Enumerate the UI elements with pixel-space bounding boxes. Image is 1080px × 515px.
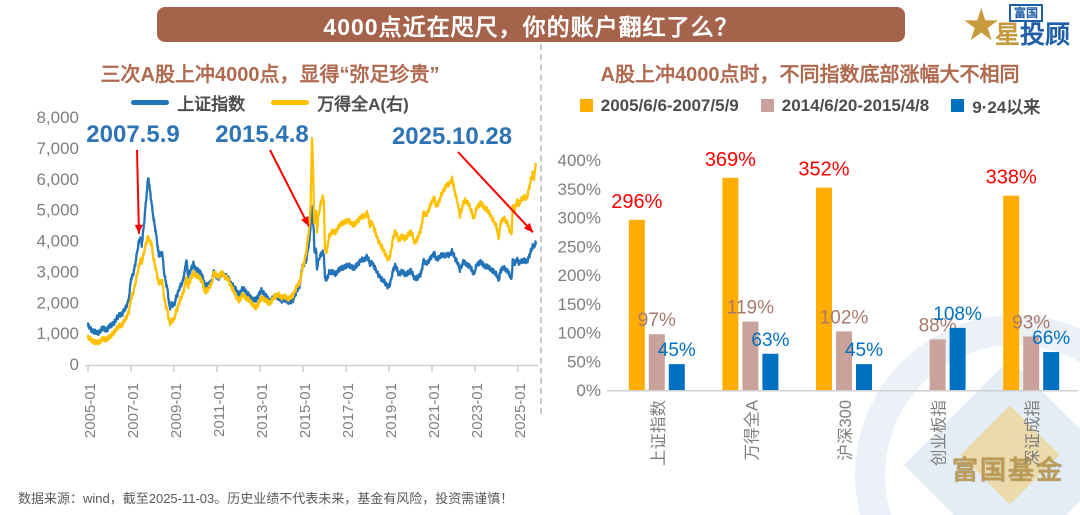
series-line-1 — [86, 137, 537, 346]
x-tick-label: 2017-01 — [340, 383, 357, 438]
x-tick-label: 2005-01 — [82, 383, 99, 438]
bar — [816, 187, 832, 390]
legend-label: 上证指数 — [177, 95, 246, 114]
bar — [628, 219, 645, 390]
bar-value-label: 296% — [611, 191, 662, 213]
y-tick-label: 100% — [558, 324, 601, 343]
right-chart-title: A股上冲4000点时，不同指数底部涨幅大不相同 — [600, 64, 1020, 86]
square-swatch-blue — [951, 99, 965, 112]
line-swatch-yellow — [271, 100, 310, 105]
source-note: 数据来源：wind，截至2025-11-03。历史业绩不代表未来，基金有风险，投… — [18, 491, 514, 506]
y-tick-label: 6,000 — [36, 170, 79, 189]
bar — [762, 353, 779, 390]
category-label: 万得全A — [742, 400, 761, 461]
legend-item-period1: 2005/6/6-2007/5/9 — [579, 95, 739, 116]
bar-value-label: 338% — [986, 167, 1037, 189]
panel-divider — [540, 14, 542, 414]
y-tick-label: 350% — [558, 180, 601, 199]
square-swatch-rose — [760, 99, 774, 112]
arrowhead-icon — [523, 222, 533, 233]
bar — [836, 331, 852, 390]
y-tick-label: 50% — [567, 352, 601, 371]
annotation-arrow — [136, 149, 140, 234]
star-icon: ★ — [961, 1, 1001, 50]
legend-label: 2014/6/20-2015/4/8 — [781, 95, 930, 115]
bar — [742, 321, 759, 390]
bar — [648, 334, 665, 390]
y-tick-label: 2,000 — [36, 293, 79, 312]
legend-item-sse: 上证指数 — [131, 90, 245, 115]
left-chart-title: 三次A股上冲4000点，显得“弥足珍贵” — [100, 64, 440, 86]
left-chart-legend: 上证指数 万得全A(右) — [0, 90, 540, 115]
legend-item-winda: 万得全A(右) — [271, 90, 409, 115]
bar-value-label: 45% — [658, 340, 696, 361]
y-tick-label: 200% — [558, 266, 601, 285]
x-tick-label: 2013-01 — [254, 383, 271, 438]
legend-item-period3: 9·24以来 — [951, 93, 1040, 118]
right-chart-legend: 2005/6/6-2007/5/9 2014/6/20-2015/4/8 9·2… — [540, 93, 1080, 118]
arrowhead-icon — [301, 216, 309, 227]
title-banner: 4000点近在咫尺，你的账户翻红了么？ — [157, 7, 905, 42]
x-tick-label: 2011-01 — [211, 383, 228, 437]
brand-name-main: 星投顾 — [995, 22, 1070, 48]
brand-logo: ★ 富国 星投顾 — [961, 1, 1070, 50]
page-title: 4000点近在咫尺，你的账户翻红了么？ — [323, 13, 739, 40]
brand-rest-chars: 投顾 — [1019, 21, 1070, 49]
y-tick-label: 300% — [558, 209, 601, 228]
annotation-date: 2007.5.9 — [86, 121, 179, 148]
annotation-arrow — [269, 149, 310, 227]
x-tick-label: 2021-01 — [426, 383, 443, 438]
bar — [722, 177, 739, 390]
watermark-brand-text: 富国基金 — [952, 455, 1065, 485]
bar-value-label: 45% — [845, 340, 883, 361]
y-tick-label: 400% — [558, 151, 601, 170]
square-swatch-orange — [579, 99, 593, 112]
category-label: 沪深300 — [836, 400, 855, 461]
brand-star-char: 星 — [994, 21, 1020, 49]
x-tick-label: 2019-01 — [383, 383, 400, 438]
y-tick-label: 5,000 — [36, 201, 79, 220]
x-tick-label: 2007-01 — [125, 383, 142, 438]
y-tick-label: 7,000 — [36, 139, 79, 158]
annotation-date: 2025.10.28 — [392, 123, 512, 150]
x-tick-label: 2009-01 — [168, 383, 185, 438]
y-tick-label: 1,000 — [36, 324, 79, 343]
bar — [668, 364, 685, 390]
legend-item-period2: 2014/6/20-2015/4/8 — [760, 95, 930, 116]
legend-label: 9·24以来 — [972, 98, 1041, 117]
y-tick-label: 150% — [558, 295, 601, 314]
bar-value-label: 352% — [798, 159, 849, 181]
x-tick-label: 2015-01 — [297, 383, 314, 438]
bar-value-label: 63% — [751, 330, 789, 351]
line-swatch-blue — [131, 100, 170, 105]
x-tick-label: 2023-01 — [469, 383, 486, 438]
legend-label: 2005/6/6-2007/5/9 — [600, 95, 739, 115]
bar-value-label: 119% — [727, 298, 774, 319]
y-tick-label: 3,000 — [36, 262, 79, 281]
arrowhead-icon — [134, 224, 143, 234]
bar-value-label: 102% — [820, 307, 869, 328]
annotation-arrow — [457, 151, 534, 234]
series-line-0 — [86, 177, 537, 337]
brand-name-small: 富国 — [1008, 4, 1043, 22]
category-label: 上证指数 — [649, 400, 668, 467]
x-tick-label: 2025-01 — [512, 383, 529, 438]
bar — [856, 364, 872, 390]
bar-value-label: 369% — [705, 149, 756, 171]
y-tick-label: 4,000 — [36, 232, 79, 251]
annotation-date: 2015.4.8 — [215, 121, 308, 148]
bar-value-label: 97% — [638, 310, 676, 331]
legend-label: 万得全A(右) — [317, 95, 409, 114]
y-tick-label: 0% — [576, 381, 601, 400]
y-tick-label: 250% — [558, 237, 601, 256]
y-tick-label: 0 — [70, 355, 79, 374]
